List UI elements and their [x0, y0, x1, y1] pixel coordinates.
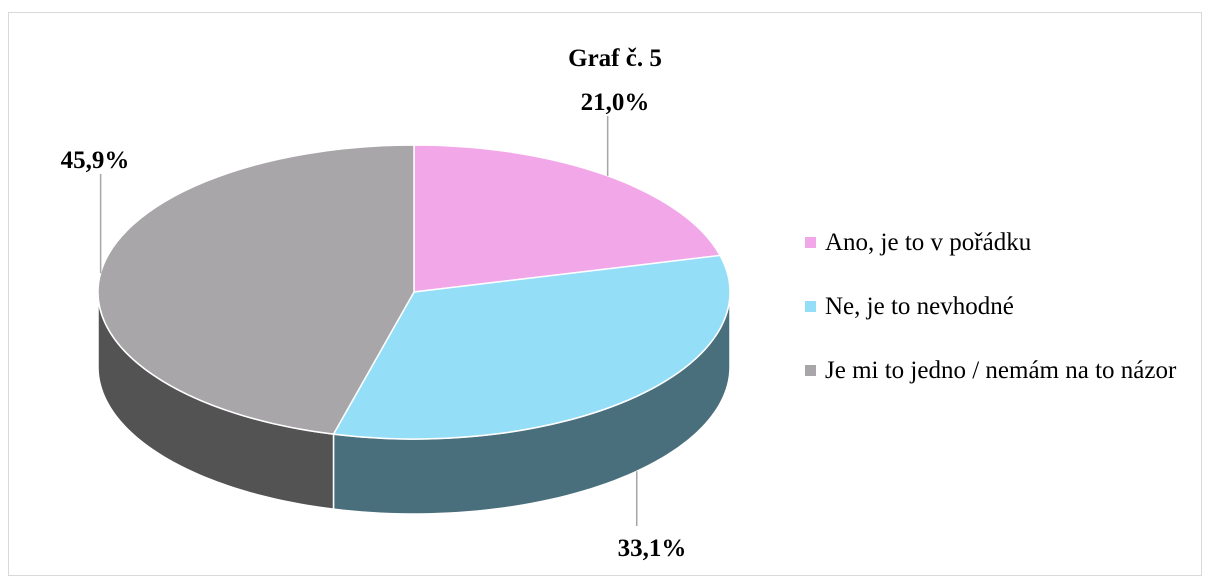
legend-label: Je mi to jedno / nemám na to názor [825, 357, 1177, 384]
legend-label: Ano, je to v pořádku [825, 229, 1032, 256]
legend-swatch [805, 237, 816, 248]
legend-item: Je mi to jedno / nemám na to názor [800, 354, 1200, 388]
legend: Ano, je to v pořádku Ne, je to nevhodné Je… [800, 226, 1200, 418]
chart-frame [8, 12, 1202, 576]
legend-label: Ne, je to nevhodné [825, 293, 1014, 320]
legend-swatch [805, 301, 816, 312]
legend-item: Ne, je to nevhodné [800, 290, 1200, 324]
slice [332, 254, 731, 440]
chart-title: Graf č. 5 [568, 45, 662, 72]
slice [413, 144, 722, 293]
data-label: 21,0% [581, 89, 650, 116]
legend-swatch [805, 365, 816, 376]
legend-item: Ano, je to v pořádku [800, 226, 1200, 260]
data-label: 33,1% [618, 535, 687, 562]
data-label: 45,9% [61, 147, 130, 174]
